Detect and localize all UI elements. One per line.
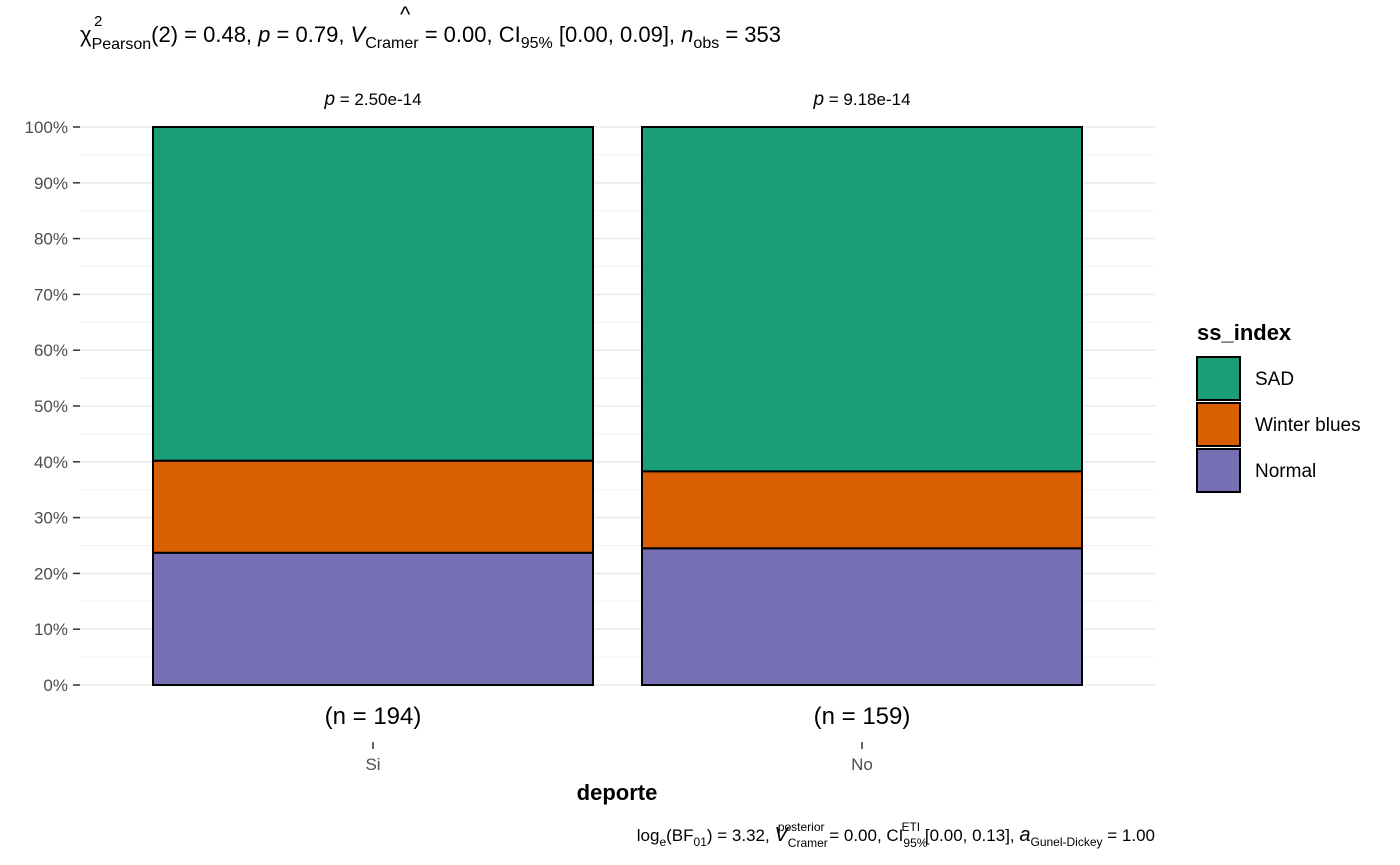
chart-subtitle: χPearson(2) = 0.48, p = 0.79, VCramer = … — [80, 22, 781, 53]
p-value: = 9.18e-14 — [824, 90, 911, 109]
p-value-label: p = 9.18e-14 — [812, 89, 910, 110]
v-hat-mark: ^ — [400, 2, 411, 27]
y-tick-label: 80% — [34, 230, 68, 249]
y-tick-label: 50% — [34, 397, 68, 416]
legend-label: Winter blues — [1255, 415, 1361, 436]
legend-label: SAD — [1255, 369, 1294, 390]
p-symbol: p — [812, 89, 824, 110]
bar-sad-no — [641, 126, 1083, 473]
bar-sad-si — [152, 126, 594, 462]
legend-title: ss_index — [1197, 320, 1292, 345]
y-tick-label: 90% — [34, 174, 68, 193]
y-tick-label: 40% — [34, 453, 68, 472]
p-value: = 2.50e-14 — [335, 90, 422, 109]
y-tick-label: 70% — [34, 285, 68, 304]
x-tick-label: Si — [365, 755, 380, 774]
x-axis-title: deporte — [577, 780, 658, 805]
y-axis: 0% 10% 20% 30% 40% 50% 60% 70% 80% 90% 100% — [25, 118, 80, 695]
y-tick-label: 10% — [34, 620, 68, 639]
legend: SAD Winter blues Normal — [1196, 356, 1361, 493]
x-tick-label: No — [851, 755, 873, 774]
bar-normal-no — [641, 547, 1083, 686]
chi-superscript: 2 — [94, 13, 102, 30]
count-label: (n = 159) — [814, 703, 911, 730]
bar-winter-blues-si — [152, 459, 594, 554]
bar-winter-blues-no — [641, 470, 1083, 550]
bars: 24%16%60%25%14%62%p = 2.50e-14(n = 194)p… — [152, 89, 1083, 730]
chart-caption: loge(BF01) = 3.32, VCramerposterior = 0.… — [637, 820, 1155, 850]
y-tick-label: 60% — [34, 341, 68, 360]
y-tick-label: 100% — [25, 118, 68, 137]
y-tick-label: 30% — [34, 509, 68, 528]
legend-label: Normal — [1255, 461, 1316, 482]
p-value-label: p = 2.50e-14 — [323, 89, 421, 110]
bar-normal-si — [152, 551, 594, 687]
y-tick-label: 20% — [34, 564, 68, 583]
legend-key-winter-blues — [1196, 402, 1241, 447]
count-label: (n = 194) — [325, 703, 422, 730]
x-axis: Si No — [365, 742, 873, 774]
y-tick-label: 0% — [43, 676, 68, 695]
legend-key-normal — [1196, 448, 1241, 493]
p-symbol: p — [323, 89, 335, 110]
legend-key-sad — [1196, 356, 1241, 401]
